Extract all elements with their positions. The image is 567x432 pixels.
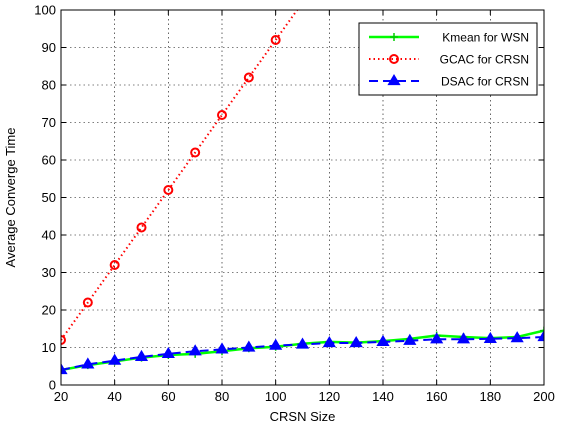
- triangle-marker: [403, 333, 417, 345]
- triangle-marker: [108, 353, 122, 365]
- triangle-marker: [537, 330, 544, 342]
- legend-circle-marker: [389, 54, 399, 64]
- x-tick-label: 20: [54, 389, 68, 404]
- x-tick-label: 60: [161, 389, 175, 404]
- y-tick-label: 10: [42, 340, 56, 355]
- x-tick-label: 180: [479, 389, 501, 404]
- circle-marker: [190, 147, 201, 158]
- triangle-marker: [349, 336, 363, 348]
- y-tick-label: 70: [42, 115, 56, 130]
- triangle-marker: [188, 344, 202, 356]
- x-axis-title: CRSN Size: [270, 409, 336, 424]
- circle-marker: [136, 222, 147, 233]
- circle-marker: [270, 35, 281, 45]
- axis-ticks: 20 40 60 80 100 120 140 160 180 200 0 10 20 30 40 50 60 7…: [34, 3, 555, 405]
- triangle-marker: [269, 338, 283, 350]
- x-tick-label: 80: [215, 389, 229, 404]
- legend-item: Kmean for WSN: [369, 31, 529, 45]
- triangle-marker: [215, 342, 229, 354]
- triangle-marker: [61, 363, 68, 375]
- x-tick-label: 200: [533, 389, 555, 404]
- circle-marker: [61, 335, 66, 345]
- legend-label: Kmean for WSN: [442, 31, 529, 45]
- x-tick-label: 100: [265, 389, 287, 404]
- triangle-marker: [322, 336, 336, 348]
- legend-box: [358, 22, 538, 96]
- y-tick-label: 60: [42, 153, 56, 168]
- triangle-marker: [134, 349, 149, 361]
- y-tick-label: 0: [49, 378, 56, 393]
- plus-marker: [540, 326, 544, 335]
- triangle-marker: [161, 346, 175, 358]
- circle-marker: [82, 297, 93, 308]
- circle-marker: [163, 185, 174, 195]
- series-2: [61, 10, 299, 345]
- legend-label: GCAC for CRSN: [440, 53, 529, 67]
- circle-marker: [109, 260, 120, 270]
- y-tick-label: 40: [42, 228, 56, 243]
- legend-item: GCAC for CRSN: [369, 53, 529, 67]
- x-tick-label: 160: [426, 389, 448, 404]
- triangle-marker: [295, 337, 310, 349]
- circle-marker: [243, 72, 254, 83]
- triangle-marker: [456, 332, 471, 344]
- y-tick-label: 80: [42, 78, 56, 93]
- series-layer: [61, 10, 544, 375]
- legend: Kmean for WSN GCAC for CRSN DSAC for CRSN: [358, 22, 538, 96]
- triangle-marker: [510, 331, 524, 343]
- triangle-marker: [242, 340, 256, 352]
- series-line: [61, 10, 299, 341]
- y-tick-label: 100: [34, 3, 56, 18]
- y-tick-label: 50: [42, 190, 56, 205]
- y-tick-label: 20: [42, 303, 56, 318]
- y-tick-label: 30: [42, 265, 56, 280]
- x-tick-label: 140: [372, 389, 394, 404]
- series-3: [61, 330, 544, 375]
- legend-label: DSAC for CRSN: [441, 75, 529, 89]
- circle-marker: [217, 110, 227, 120]
- y-axis-title: Average Converge Time: [3, 128, 18, 268]
- triangle-marker: [81, 357, 95, 369]
- legend-item: DSAC for CRSN: [369, 74, 529, 89]
- triangle-marker: [483, 331, 497, 343]
- legend-triangle-marker: [387, 74, 401, 86]
- y-tick-label: 90: [42, 40, 56, 55]
- triangle-marker: [430, 332, 444, 344]
- triangle-marker: [376, 334, 390, 346]
- x-tick-label: 40: [107, 389, 121, 404]
- legend-plus-marker: [390, 33, 398, 41]
- x-tick-label: 120: [318, 389, 340, 404]
